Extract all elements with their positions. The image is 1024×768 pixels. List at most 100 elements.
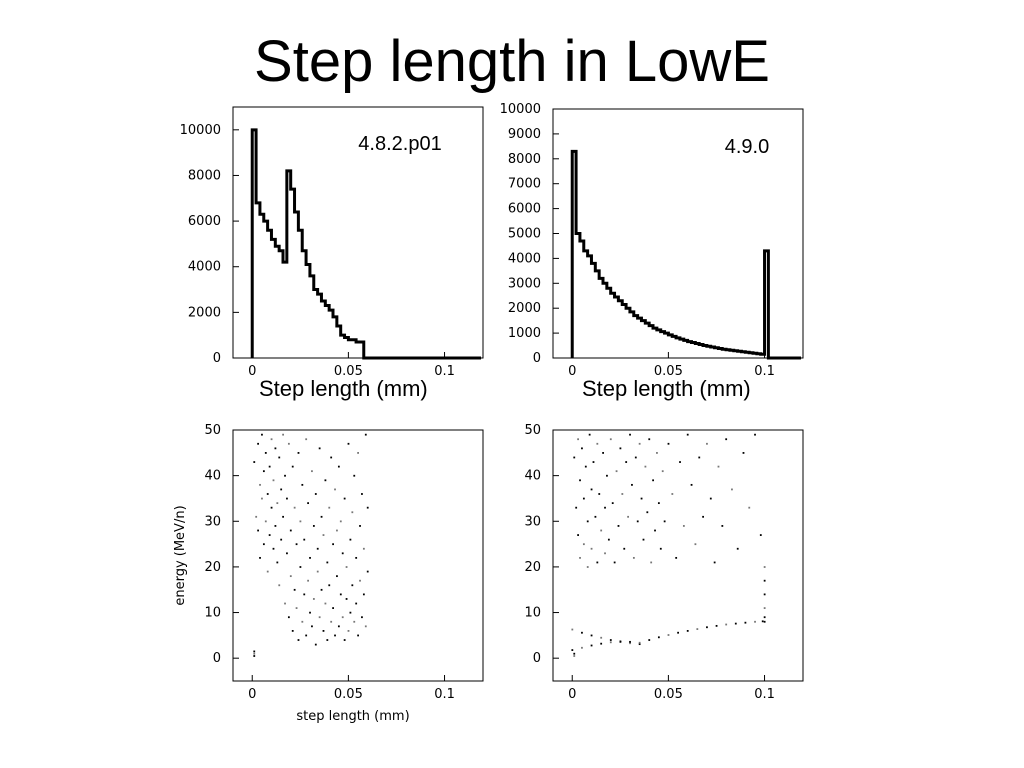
chart-3-point bbox=[629, 433, 631, 436]
chart-3-point bbox=[590, 634, 593, 637]
chart-3-point bbox=[606, 474, 608, 477]
chart-2-point bbox=[341, 552, 344, 555]
chart-3-xtick-label: 0.1 bbox=[754, 687, 775, 702]
chart-0-ytick-label: 10000 bbox=[180, 123, 221, 138]
chart-3-point bbox=[759, 534, 762, 536]
chart-1-ytick-label: 9000 bbox=[508, 127, 541, 142]
chart-2-point bbox=[316, 570, 319, 573]
chart-3-point bbox=[598, 493, 601, 495]
chart-3-point bbox=[575, 506, 578, 509]
chart-3-point bbox=[586, 566, 589, 568]
chart-2-point bbox=[284, 474, 286, 477]
chart-3-point bbox=[619, 640, 622, 643]
chart-3-point bbox=[625, 461, 628, 463]
chart-3-point bbox=[596, 561, 599, 564]
chart-2-point bbox=[355, 602, 358, 605]
chart-3-point bbox=[657, 502, 660, 505]
chart-2-point bbox=[301, 620, 304, 623]
chart-3-point bbox=[577, 438, 579, 441]
chart-2-point bbox=[270, 506, 273, 509]
chart-1-ytick-label: 0 bbox=[533, 351, 541, 366]
chart-3-point bbox=[594, 515, 597, 518]
chart-2-point bbox=[337, 625, 340, 628]
chart-2-point bbox=[261, 497, 263, 500]
chart-3-point bbox=[581, 447, 583, 450]
chart-3-point bbox=[706, 626, 708, 629]
chart-2-point bbox=[253, 655, 256, 657]
chart-2-point bbox=[293, 588, 296, 591]
chart-2-ytick-label: 20 bbox=[204, 560, 221, 575]
chart-3-point bbox=[763, 607, 766, 609]
chart-3-point bbox=[646, 511, 649, 514]
chart-3-ytick-label: 40 bbox=[524, 469, 541, 484]
chart-2-point bbox=[262, 470, 265, 473]
chart-3-point bbox=[602, 452, 604, 454]
chart-3-point bbox=[590, 644, 593, 647]
chart-2-point bbox=[330, 456, 333, 459]
chart-2-point bbox=[322, 534, 325, 536]
chart-2-point bbox=[357, 634, 359, 637]
chart-2-point bbox=[334, 488, 336, 491]
chart-2-point bbox=[353, 474, 356, 477]
chart-2-point bbox=[289, 575, 292, 578]
chart-2-point bbox=[364, 433, 367, 436]
chart-2-point bbox=[330, 620, 333, 623]
chart-2-ylabel: energy (MeV/n) bbox=[173, 505, 188, 605]
chart-3-point bbox=[698, 456, 701, 459]
chart-2-point bbox=[282, 515, 284, 518]
chart-3-ytick-label: 50 bbox=[524, 423, 541, 438]
chart-3-point bbox=[696, 628, 699, 630]
chart-2-point bbox=[311, 470, 313, 473]
chart-2-point bbox=[259, 556, 261, 559]
chart-3-point bbox=[631, 483, 633, 486]
chart-3-point bbox=[629, 640, 631, 643]
chart-2-point bbox=[339, 520, 342, 523]
chart-3-point bbox=[648, 438, 651, 441]
chart-3-point bbox=[709, 497, 712, 500]
chart-2-point bbox=[307, 579, 309, 582]
chart-2-point bbox=[264, 452, 267, 454]
chart-2-point bbox=[339, 593, 342, 596]
chart-3-point bbox=[754, 433, 756, 436]
chart-3-point bbox=[734, 622, 737, 625]
chart-2-point bbox=[297, 452, 300, 454]
chart-3-point bbox=[657, 636, 660, 639]
chart-3-point bbox=[731, 488, 733, 491]
chart-3-point bbox=[638, 641, 641, 644]
chart-3-point bbox=[573, 652, 576, 655]
chart-2-point bbox=[299, 566, 302, 568]
chart-3-point bbox=[636, 520, 639, 523]
chart-2-point bbox=[349, 538, 352, 541]
chart-3-point bbox=[652, 479, 654, 482]
chart-1-ytick-label: 2000 bbox=[508, 301, 541, 316]
chart-2-point bbox=[336, 575, 338, 578]
chart-3-ytick-label: 20 bbox=[524, 560, 541, 575]
chart-2-point bbox=[364, 625, 367, 628]
chart-3-point bbox=[682, 525, 685, 527]
chart-2-point bbox=[351, 584, 354, 587]
chart-2-point bbox=[253, 650, 256, 653]
chart-3-point bbox=[761, 620, 764, 623]
chart-3-point bbox=[573, 655, 576, 657]
chart-3-point bbox=[690, 483, 693, 486]
chart-3-point bbox=[702, 515, 704, 518]
chart-2-point bbox=[341, 616, 344, 619]
chart-3-point bbox=[659, 547, 662, 550]
chart-3-point bbox=[607, 538, 610, 541]
chart-3-point bbox=[619, 447, 622, 450]
chart-3-point bbox=[671, 493, 674, 495]
chart-3-point bbox=[582, 543, 585, 546]
chart-3-point bbox=[634, 456, 637, 459]
chart-3-point bbox=[675, 556, 678, 559]
chart-2-point bbox=[284, 602, 286, 605]
chart-2-point bbox=[343, 497, 346, 500]
chart-2-point bbox=[289, 529, 292, 532]
chart-0-xtick-label: 0.05 bbox=[334, 364, 363, 379]
chart-1-ytick-label: 3000 bbox=[508, 276, 541, 291]
hist-left-xlabel: Step length (mm) bbox=[259, 376, 428, 401]
chart-3-point bbox=[579, 479, 581, 482]
chart-3-point bbox=[686, 433, 689, 436]
chart-3-point bbox=[679, 461, 681, 463]
chart-2-point bbox=[270, 438, 273, 441]
